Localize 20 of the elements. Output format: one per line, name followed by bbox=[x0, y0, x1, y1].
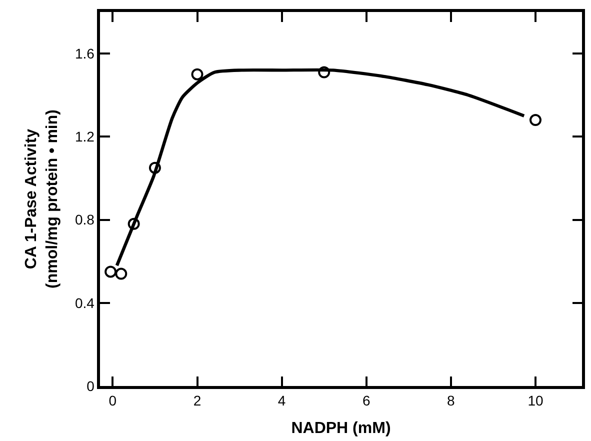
point bbox=[148, 162, 161, 174]
x-tick-label: 0 bbox=[108, 392, 117, 409]
point bbox=[104, 266, 117, 278]
x-axis-title: NADPH (mM) bbox=[291, 420, 391, 438]
x-tick-label: 2 bbox=[193, 392, 202, 409]
x-tick-label: 8 bbox=[447, 392, 456, 409]
y-axis-title: CA 1-Pase Activity (nmol/mg protein • min) bbox=[23, 110, 61, 288]
point bbox=[529, 114, 542, 126]
y-tick-label: 0.8 bbox=[74, 212, 95, 228]
y-tick-label: 1.6 bbox=[74, 45, 95, 62]
x-tick-label: 6 bbox=[362, 392, 370, 409]
y-tick-label: 1.2 bbox=[74, 128, 95, 145]
y-tick-label: 0.4 bbox=[74, 294, 95, 311]
x-tick-label: 10 bbox=[528, 392, 544, 409]
point bbox=[191, 68, 204, 80]
point bbox=[128, 218, 140, 230]
point bbox=[115, 268, 128, 280]
point bbox=[318, 66, 330, 78]
x-tick-label: 4 bbox=[278, 392, 286, 409]
y-tick-label: 0 bbox=[86, 378, 95, 394]
